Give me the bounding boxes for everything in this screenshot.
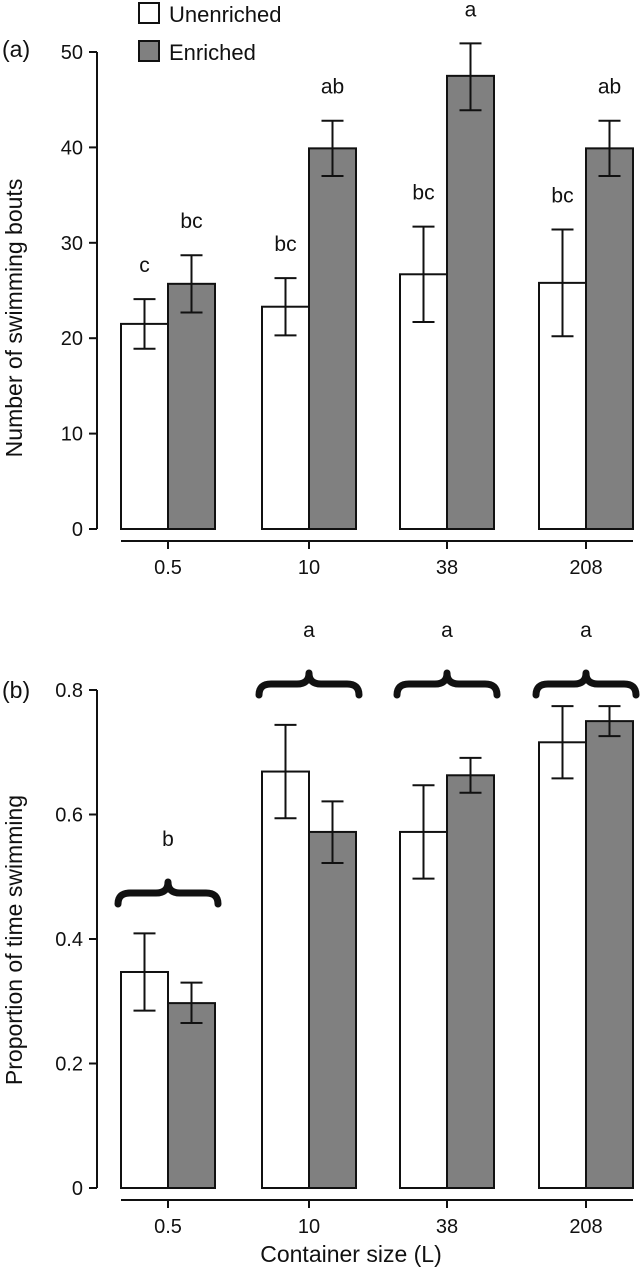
group-brace <box>114 878 222 908</box>
panel-a-label: (a) <box>2 36 30 62</box>
significance-letter: c <box>139 254 150 277</box>
y-tick-label: 30 <box>61 233 83 255</box>
panel-a-chart: (a) Unenriched Enriched Number of swimmi… <box>1 0 634 579</box>
y-tick-label: 0.8 <box>55 680 83 702</box>
group-brace <box>393 669 501 699</box>
y-tick-label: 0.2 <box>55 1054 83 1076</box>
x-tick-label: 0.5 <box>154 1216 182 1238</box>
x-tick-label: 10 <box>298 557 320 579</box>
significance-letter: ab <box>321 76 344 99</box>
significance-letter: bc <box>551 184 573 207</box>
significance-letter: bc <box>180 210 202 233</box>
bar-enriched-208 <box>585 720 634 1189</box>
legend-swatch-unenriched <box>138 2 160 24</box>
bar-enriched-38 <box>446 74 495 530</box>
x-tick-label: 10 <box>298 1216 320 1238</box>
bar-unenriched-0.5 <box>120 322 169 531</box>
group-significance-letter: b <box>162 828 174 851</box>
y-axis-title-a: Number of swimming bouts <box>1 179 27 458</box>
significance-letter: a <box>465 0 477 21</box>
legend-label-unenriched: Unenriched <box>169 2 282 27</box>
x-axis-title: Container size (L) <box>260 1241 442 1267</box>
panel-b-chart: (b) Proportion of time swimming Containe… <box>1 619 640 1267</box>
x-tick-label: 38 <box>436 1216 458 1238</box>
y-tick-label: 50 <box>61 42 83 64</box>
group-significance-letter: a <box>303 619 315 642</box>
y-tick-label: 20 <box>61 328 83 350</box>
bar-enriched-38 <box>446 774 495 1189</box>
x-tick-label: 38 <box>436 557 458 579</box>
bar-enriched-10 <box>308 147 357 530</box>
y-tick-label: 0 <box>72 1178 83 1200</box>
bar-unenriched-208 <box>538 741 587 1189</box>
y-tick-label: 0.6 <box>55 805 83 827</box>
bar-unenriched-38 <box>399 830 448 1189</box>
marks-a: 0 10 20 30 40 50 0.5 10 38 208 c bc bc bc bc ab a ab <box>61 0 634 579</box>
group-brace <box>255 669 363 699</box>
x-tick-label: 208 <box>569 557 602 579</box>
marks-b: 0 0.2 0.4 0.6 0.8 0.5 10 38 208 b a a a <box>55 619 640 1238</box>
bar-unenriched-10 <box>261 770 310 1189</box>
panel-b-label: (b) <box>2 677 30 703</box>
bar-enriched-208 <box>585 147 634 530</box>
bar-unenriched-10 <box>261 305 310 530</box>
y-axis-title-b: Proportion of time swimming <box>1 795 27 1085</box>
y-tick-label: 40 <box>61 137 83 159</box>
y-tick-label: 0 <box>72 519 83 541</box>
bar-enriched-0.5 <box>167 1002 216 1189</box>
bar-enriched-10 <box>308 830 357 1189</box>
legend-label-enriched: Enriched <box>169 40 256 65</box>
bar-enriched-0.5 <box>167 282 216 530</box>
group-significance-letter: a <box>580 619 592 642</box>
significance-letter: bc <box>274 233 296 256</box>
y-tick-label: 10 <box>61 424 83 446</box>
significance-letter: bc <box>412 182 434 205</box>
group-significance-letter: a <box>441 619 453 642</box>
x-tick-label: 0.5 <box>154 557 182 579</box>
significance-letter: ab <box>598 76 621 99</box>
y-tick-label: 0.4 <box>55 929 83 951</box>
x-tick-label: 208 <box>569 1216 602 1238</box>
group-brace <box>532 669 640 699</box>
legend-swatch-enriched <box>138 40 160 62</box>
